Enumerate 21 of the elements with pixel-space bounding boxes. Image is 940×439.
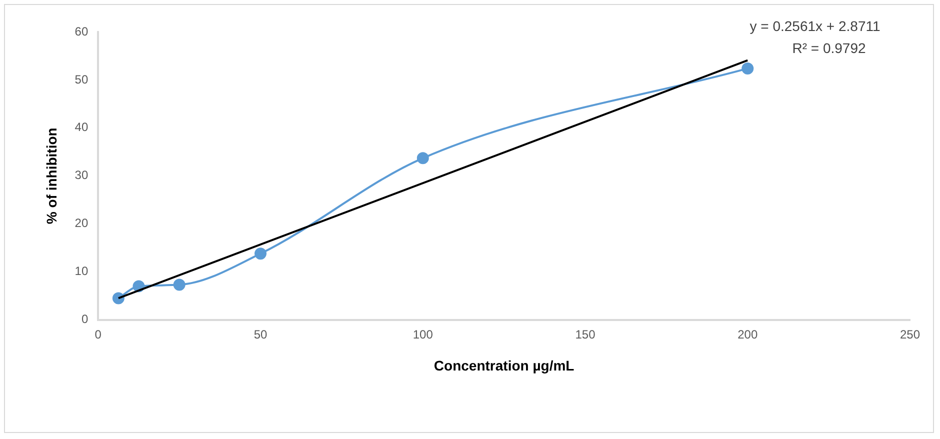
y-tick-label: 40 <box>74 120 88 134</box>
y-tick-label: 60 <box>74 24 88 38</box>
x-tick-label: 0 <box>94 327 102 342</box>
annotation: y = 0.2561x + 2.8711 <box>750 18 880 34</box>
y-tick-label: 50 <box>74 72 88 86</box>
point <box>173 278 186 291</box>
y-axis-title: % of inhibition <box>43 128 60 224</box>
y-tick-label: 20 <box>74 216 88 230</box>
point <box>254 248 267 260</box>
annotation: R² = 0.9792 <box>792 40 866 56</box>
point <box>742 62 754 74</box>
x-tick-label: 250 <box>900 327 920 342</box>
point <box>416 152 429 164</box>
y-tick-label: 10 <box>74 264 88 278</box>
y-tick-label: 30 <box>74 168 88 182</box>
x-axis-title: Concentration µg/mL <box>434 357 575 374</box>
y-tick-label: 0 <box>81 312 88 326</box>
x-tick-label: 100 <box>412 327 434 342</box>
x-tick-label: 50 <box>254 327 268 342</box>
x-tick-label: 200 <box>738 327 758 342</box>
x-tick-label: 150 <box>575 327 596 342</box>
